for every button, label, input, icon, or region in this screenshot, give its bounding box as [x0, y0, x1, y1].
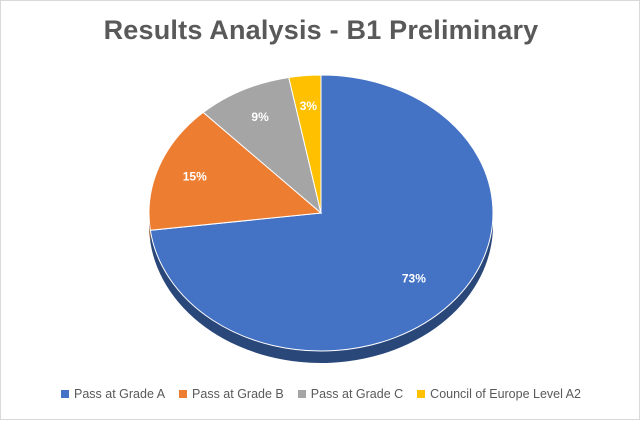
legend-item: Council of Europe Level A2	[417, 387, 581, 401]
legend-label: Pass at Grade C	[310, 387, 404, 401]
chart-title: Results Analysis - B1 Preliminary	[103, 15, 539, 45]
legend-label: Pass at Grade A	[74, 387, 166, 401]
data-label-4: 3%	[300, 99, 318, 113]
pie-slice-pass-at-grade-c	[202, 76, 322, 215]
pie-slice-council-of-europe-level-a2	[288, 74, 322, 214]
pie-slice-pass-at-grade-b	[148, 111, 323, 231]
data-label-1: 73%	[402, 272, 426, 286]
legend-item: Pass at Grade A	[61, 387, 165, 401]
legend-swatch	[61, 390, 70, 398]
legend-item: Pass at Grade C	[297, 387, 404, 401]
legend-swatch	[417, 390, 426, 398]
legend-swatch	[179, 390, 188, 398]
legend-item: Pass at Grade B	[179, 387, 284, 401]
data-label-3: 9%	[251, 110, 269, 124]
legend-swatch	[297, 390, 306, 398]
legend-label: Pass at Grade B	[192, 387, 284, 401]
data-label-2: 15%	[183, 170, 207, 184]
legend-label: Council of Europe Level A2	[430, 387, 581, 401]
legend: Pass at Grade A Pass at Grade B Pass at Gr…	[1, 387, 640, 401]
